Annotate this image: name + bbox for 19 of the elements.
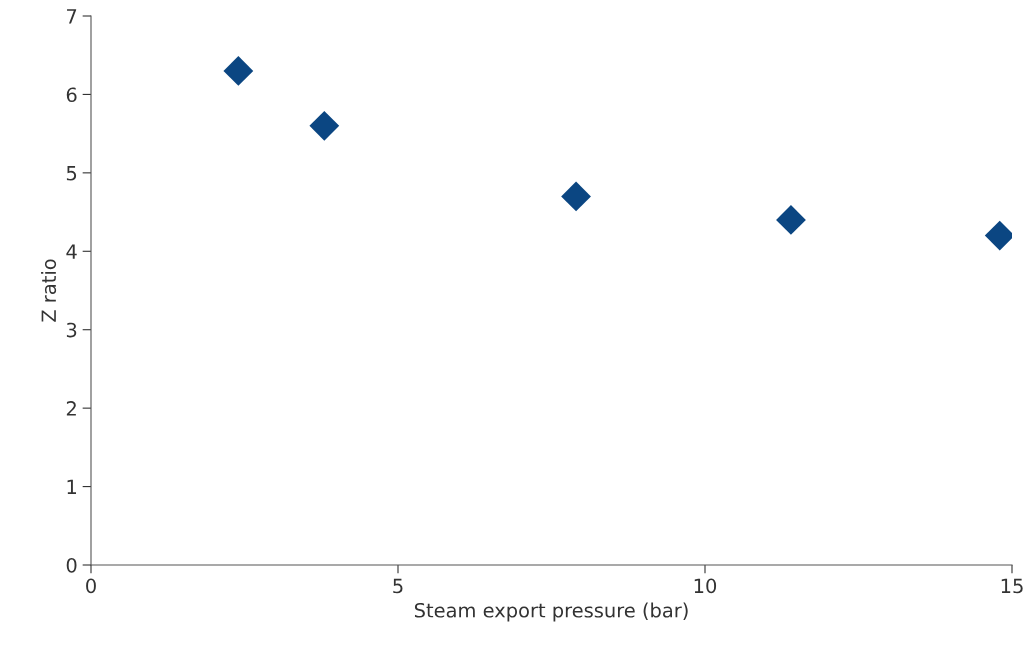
y-tick-label: 0 [66, 557, 77, 573]
y-tick-label: 2 [66, 401, 76, 416]
point [223, 56, 254, 86]
y-tick-label: 3 [66, 322, 77, 338]
y-tick-label: 7 [67, 9, 77, 24]
y-tick-label: 5 [66, 166, 77, 181]
y-tick-label: 4 [66, 244, 77, 259]
y-axis-title: Z ratio [41, 259, 57, 322]
y-tick-label: 6 [66, 87, 77, 103]
x-tick-label: 15 [1001, 578, 1023, 594]
point [561, 181, 591, 212]
x-axis-title: Steam export pressure (bar) [414, 602, 688, 622]
x-tick-label: 5 [393, 578, 403, 594]
x-tick-label: 0 [86, 578, 96, 594]
point [984, 220, 1012, 251]
point [309, 110, 340, 141]
point [776, 205, 806, 235]
x-tick-label: 10 [694, 578, 717, 594]
y-tick-label: 1 [67, 479, 77, 494]
